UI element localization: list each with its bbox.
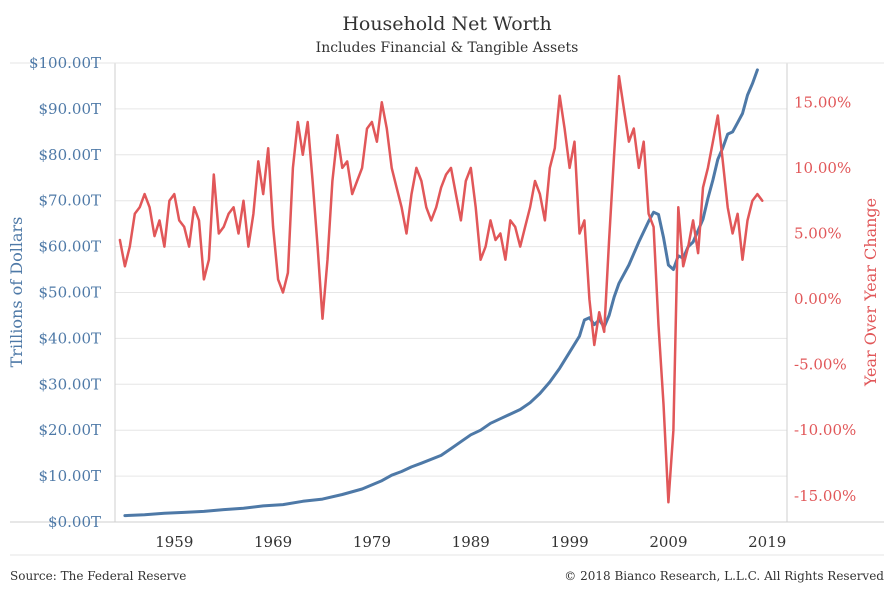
- x-tick-label: 2019: [748, 533, 786, 551]
- x-tick-label: 1989: [452, 533, 490, 551]
- left-tick-label: $60.00T: [39, 238, 102, 256]
- x-tick-label: 2009: [649, 533, 687, 551]
- right-tick-label: -15.00%: [794, 487, 856, 505]
- left-tick-label: $100.00T: [29, 54, 101, 72]
- left-tick-label: $20.00T: [39, 421, 102, 439]
- left-tick-label: $90.00T: [39, 100, 102, 118]
- chart-subtitle: Includes Financial & Tangible Assets: [316, 40, 579, 56]
- right-axis-title: Year Over Year Change: [861, 198, 880, 387]
- right-tick-label: 0.00%: [794, 290, 842, 308]
- left-tick-label: $40.00T: [39, 329, 102, 347]
- x-tick-label: 1999: [550, 533, 588, 551]
- left-axis-title: Trillions of Dollars: [7, 217, 26, 368]
- right-axis-ticks: -15.00% -10.00% -5.00% 0.00% 5.00% 10.00% 15.0…: [794, 93, 856, 504]
- chart-title: Household Net Worth: [342, 13, 551, 35]
- right-tick-label: -5.00%: [794, 356, 847, 374]
- right-tick-label: 5.00%: [794, 224, 842, 242]
- copyright-note: © 2018 Bianco Research, L.L.C. All Right…: [564, 569, 884, 583]
- left-tick-label: $30.00T: [39, 375, 102, 393]
- right-tick-label: 10.00%: [794, 159, 851, 177]
- left-axis-ticks: $0.00T $10.00T $20.00T $30.00T $40.00T $50.00…: [29, 54, 101, 531]
- left-tick-label: $50.00T: [39, 284, 102, 302]
- series-line-net-worth: [123, 68, 759, 518]
- right-tick-label: 15.00%: [794, 93, 851, 111]
- x-axis-ticks: 1959 1969 1979 1989 1999 2009 2019: [155, 533, 786, 551]
- series-line-yoy-change: [118, 74, 764, 504]
- right-tick-label: -10.00%: [794, 421, 856, 439]
- x-tick-label: 1979: [353, 533, 391, 551]
- left-tick-label: $0.00T: [48, 513, 101, 531]
- source-note: Source: The Federal Reserve: [10, 569, 186, 583]
- left-tick-label: $70.00T: [39, 192, 102, 210]
- x-tick-label: 1959: [155, 533, 193, 551]
- series-layer: [118, 68, 764, 518]
- left-tick-label: $80.00T: [39, 146, 102, 164]
- left-tick-label: $10.00T: [39, 467, 102, 485]
- x-tick-label: 1969: [254, 533, 292, 551]
